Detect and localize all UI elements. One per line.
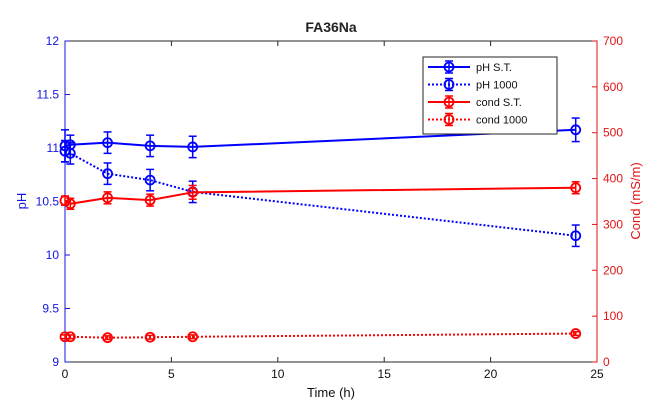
data-point xyxy=(570,124,582,136)
y-right-tick-label: 100 xyxy=(603,309,623,323)
legend-marker xyxy=(443,96,455,108)
legend-item: cond 1000 xyxy=(428,112,527,127)
legend-marker xyxy=(443,61,455,73)
x-axis-label: Time (h) xyxy=(307,385,355,400)
axis-ticks: 0 5 10 15 20 25 9 9.5 10 10.5 11 11.5 12 0 100 200 300 40… xyxy=(36,34,624,381)
legend-item: cond S.T. xyxy=(428,95,522,109)
data-point xyxy=(59,195,71,206)
y-left-tick-label: 10.5 xyxy=(36,195,60,209)
legend-label: cond 1000 xyxy=(476,115,527,127)
data-point xyxy=(59,145,71,157)
series-layer xyxy=(59,117,582,344)
y-right-tick-label: 700 xyxy=(603,34,623,48)
legend-label: cond S.T. xyxy=(476,97,522,109)
x-tick-label: 5 xyxy=(168,367,175,381)
data-point xyxy=(144,174,156,186)
y-right-tick-label: 400 xyxy=(603,172,623,186)
y-axis-right-label: Cond (mS/m) xyxy=(628,162,643,239)
series-3 xyxy=(59,328,582,344)
series-2 xyxy=(59,181,582,211)
legend: pH S.T. pH 1000 cond S.T. cond 1000 xyxy=(422,56,558,135)
chart-title: FA36Na xyxy=(305,19,357,35)
y-right-tick-label: 600 xyxy=(603,80,623,94)
y-right-tick-label: 0 xyxy=(603,355,610,369)
legend-label: pH 1000 xyxy=(476,80,518,92)
y-right-tick-label: 300 xyxy=(603,217,623,231)
data-point xyxy=(570,328,582,339)
x-tick-label: 0 xyxy=(62,367,69,381)
legend-item: pH S.T. xyxy=(428,60,512,74)
data-point xyxy=(144,140,156,152)
x-tick-label: 20 xyxy=(484,367,498,381)
data-point xyxy=(64,147,76,159)
data-point xyxy=(187,141,199,153)
data-point xyxy=(570,230,582,242)
y-left-tick-label: 12 xyxy=(46,34,60,48)
data-point xyxy=(570,182,582,194)
y-right-tick-label: 500 xyxy=(603,126,623,140)
data-point xyxy=(102,168,113,180)
x-tick-label: 25 xyxy=(590,367,604,381)
y-left-tick-label: 11 xyxy=(47,141,60,155)
x-tick-label: 10 xyxy=(271,367,285,381)
data-point xyxy=(102,332,113,344)
y-left-tick-label: 9 xyxy=(52,355,59,369)
data-point xyxy=(187,186,199,198)
y-left-tick-label: 11.5 xyxy=(37,88,60,102)
legend-label: pH S.T. xyxy=(476,62,512,74)
data-point xyxy=(144,194,156,206)
y-left-tick-label: 10 xyxy=(46,248,60,262)
data-point xyxy=(144,331,156,343)
legend-marker xyxy=(443,114,455,125)
data-point xyxy=(59,331,71,343)
data-point xyxy=(64,198,76,210)
data-point xyxy=(187,331,199,343)
data-point xyxy=(102,192,113,204)
legend-marker xyxy=(443,79,455,90)
legend-item: pH 1000 xyxy=(428,77,518,92)
y-axis-left-label: pH xyxy=(14,193,29,210)
x-tick-label: 15 xyxy=(378,367,392,381)
y-left-tick-label: 9.5 xyxy=(42,302,59,316)
y-right-tick-label: 200 xyxy=(603,263,623,277)
data-point xyxy=(64,331,76,343)
data-point xyxy=(102,137,113,149)
